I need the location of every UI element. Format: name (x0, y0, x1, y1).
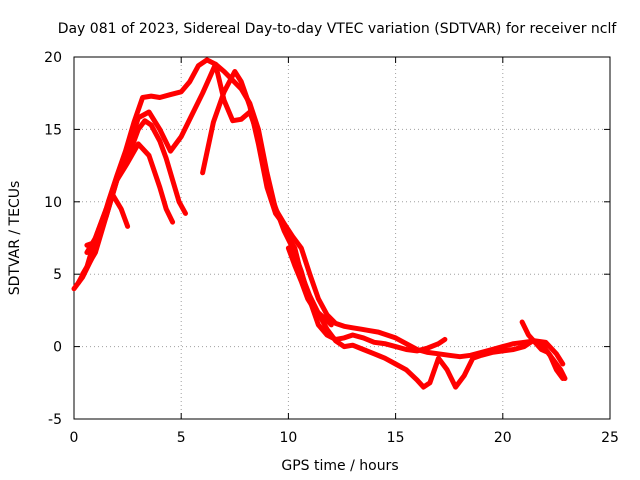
y-tick-label: 20 (44, 50, 62, 66)
series-track-5 (84, 192, 131, 255)
series-track-8 (519, 319, 568, 381)
y-axis-label: SDTVAR / TECUs (7, 181, 23, 296)
y-tick-label: 15 (44, 122, 62, 138)
y-tick-label: -5 (48, 412, 62, 428)
x-axis: 0 5 10 15 20 25 (70, 57, 619, 446)
y-tick-label: 0 (53, 340, 62, 356)
data-series (71, 57, 568, 390)
gridlines (74, 57, 610, 419)
chart-title: Day 081 of 2023, Sidereal Day-to-day VTE… (58, 21, 618, 37)
series-track-6 (200, 69, 566, 390)
series-track-1 (71, 57, 566, 367)
y-tick-label: 10 (44, 195, 62, 211)
x-tick-label: 20 (494, 430, 512, 446)
series-track-7 (285, 245, 334, 328)
y-tick-label: 5 (53, 267, 62, 283)
x-tick-label: 10 (279, 430, 297, 446)
series-track-4 (80, 141, 176, 277)
x-tick-label: 0 (70, 430, 79, 446)
plot-frame (73, 56, 611, 420)
x-tick-label: 15 (387, 430, 405, 446)
x-tick-label: 25 (601, 430, 619, 446)
y-axis: -5 0 5 10 15 20 (44, 50, 610, 428)
x-tick-label: 5 (177, 430, 186, 446)
x-axis-label: GPS time / hours (281, 458, 398, 474)
